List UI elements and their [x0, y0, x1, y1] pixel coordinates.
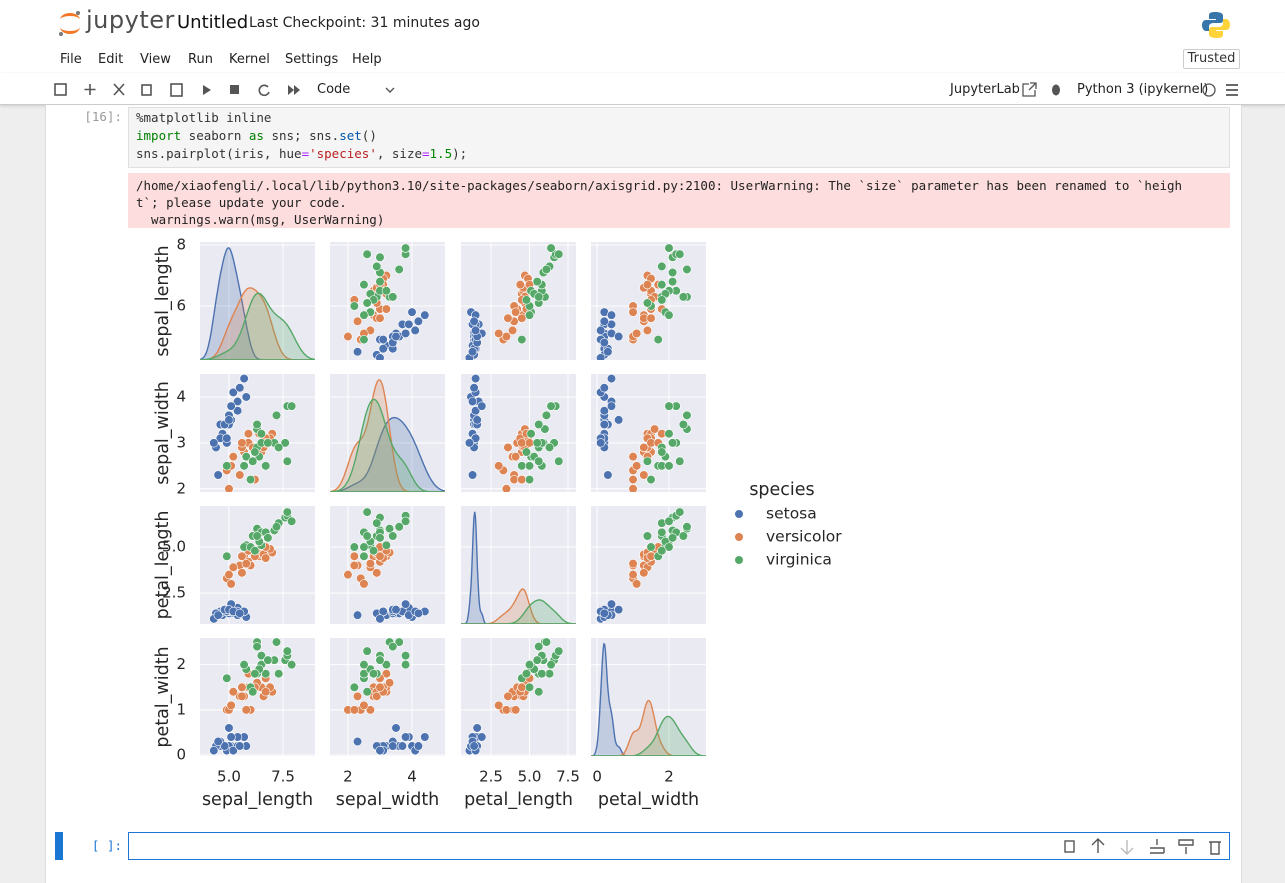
python-logo: [1202, 12, 1230, 38]
checkpoint: Last Checkpoint: 31 minutes ago: [249, 15, 480, 31]
kernel-name[interactable]: Python 3 (ipykernel): [1077, 82, 1209, 97]
stop-button[interactable]: [230, 85, 239, 94]
output-line: t`; please update your code.: [136, 195, 347, 210]
code-token: 1.5: [429, 146, 453, 161]
toolbar: Code JupyterLab Python 3 (ipykernel): [0, 73, 1285, 105]
warning-output: /home/xiaofengli/.local/lib/python3.10/s…: [128, 173, 1230, 228]
code-token: seaborn: [181, 128, 249, 143]
copy-button[interactable]: [141, 84, 152, 96]
code-line: %matplotlib inline: [136, 109, 271, 127]
restart-run-button[interactable]: [288, 85, 300, 95]
code-cell-input[interactable]: %matplotlib inline import seaborn as sns;…: [128, 107, 1230, 168]
toolbar-right-icons: [1022, 82, 1238, 97]
menu-item[interactable]: Run: [188, 52, 213, 67]
move-up-button[interactable]: [1091, 838, 1105, 853]
code-token: %matplotlib inline: [136, 110, 272, 125]
logo-text: jupyter: [86, 6, 175, 34]
move-down-button[interactable]: [1120, 840, 1134, 855]
code-line: import seaborn as sns; sns.set(): [136, 127, 377, 145]
logo-dot: [59, 32, 63, 36]
menu-item[interactable]: Kernel: [229, 52, 270, 67]
code-token: import: [136, 128, 182, 143]
code-token: 'species': [309, 146, 377, 161]
active-cell-marker: [55, 832, 63, 860]
code-token: , size: [376, 146, 422, 161]
insert-above-button[interactable]: [1150, 839, 1165, 854]
restart-button[interactable]: [258, 84, 270, 97]
kernel-status: [1202, 83, 1216, 97]
code-token: =: [301, 146, 310, 161]
cell-toolbar: [1064, 838, 1221, 855]
cut-button[interactable]: [113, 83, 125, 96]
code-token: set: [339, 128, 362, 143]
code-cell-input[interactable]: [128, 832, 1230, 860]
code-token: as: [248, 128, 264, 143]
menu-item[interactable]: Help: [352, 52, 382, 67]
delete-cell-button[interactable]: [1209, 841, 1221, 855]
execution-prompt: [16]:: [84, 109, 122, 124]
code-token: (): [361, 128, 377, 143]
python-blue: [1202, 12, 1223, 31]
cell-type-chevron[interactable]: [385, 87, 395, 93]
toolbar-icons: [54, 83, 395, 97]
trusted-indicator[interactable]: Trusted: [1183, 49, 1240, 69]
python-yellow: [1209, 19, 1230, 38]
logo-dot: [76, 11, 80, 15]
jupyterlab-link[interactable]: JupyterLab: [950, 82, 1020, 97]
menu-item[interactable]: Edit: [98, 52, 124, 67]
top-bar: jupyter Untitled Last Checkpoint: 31 min…: [0, 0, 1285, 46]
code-token: =: [422, 146, 430, 161]
code-token: sns.pairplot(iris, hue: [136, 146, 302, 161]
menu-item[interactable]: View: [140, 52, 171, 67]
output-line: warnings.warn(msg, UserWarning): [136, 212, 385, 227]
cell-type-select[interactable]: Code: [317, 82, 351, 97]
debugger-button[interactable]: [1052, 84, 1060, 96]
code-line: sns.pairplot(iris, hue='species', size=1…: [136, 145, 467, 163]
notebook-title[interactable]: Untitled: [177, 12, 249, 33]
menu-item[interactable]: File: [60, 52, 82, 67]
insert-below-button[interactable]: [1178, 839, 1194, 854]
paste-button[interactable]: [170, 83, 183, 97]
menu-bar: Trusted File Edit View Run Kernel Settings Hel…: [0, 45, 1285, 74]
add-cell-button[interactable]: [84, 84, 96, 95]
save-button[interactable]: [54, 83, 67, 96]
code-token: sns; sns.: [263, 128, 340, 143]
menu-item[interactable]: Settings: [285, 52, 339, 67]
output-line: /home/xiaofengli/.local/lib/python3.10/s…: [136, 178, 1183, 193]
more-menu[interactable]: [1226, 84, 1238, 96]
duplicate-cell-button[interactable]: [1064, 840, 1075, 853]
code-token: );: [452, 146, 468, 161]
jupyter-logo[interactable]: [56, 9, 84, 37]
external-link-icon: [1022, 82, 1037, 97]
run-button[interactable]: [203, 85, 211, 95]
logo-arc: [60, 27, 80, 34]
execution-prompt: [ ]:: [91, 838, 122, 853]
logo-arc: [60, 13, 80, 20]
